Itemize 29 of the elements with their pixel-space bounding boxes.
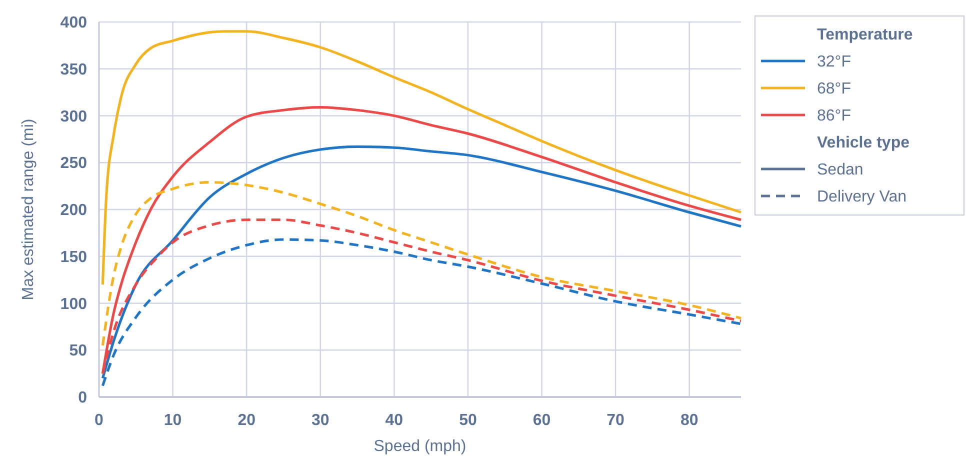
text: Vehicle type [817,134,910,152]
legend-title: Temperature [817,26,913,44]
y-tick-label: 200 [60,202,88,220]
x-axis-title: Speed (mph) [374,438,466,455]
legend-label: 68°F [817,80,852,98]
line-series [101,181,742,347]
x-tick-label: 40 [385,412,404,429]
legend-label: Delivery Van [817,188,907,206]
y-tick-label: 400 [60,14,88,32]
x-tick-label: 20 [238,412,256,429]
x-tick-label: 70 [606,412,625,429]
x-tick-label: 30 [311,412,330,429]
x-tick-label: 60 [532,412,551,429]
x-tick-label: 50 [459,412,477,429]
x-tick-label: 0 [94,412,104,429]
y-tick-label: 250 [60,155,88,172]
legend-label: 86°F [817,108,852,125]
y-tick-label: 350 [60,61,88,78]
y-tick-label: 100 [60,296,88,313]
y-tick-label: 150 [60,248,88,266]
legend-label: Sedan [817,162,864,179]
y-tick-label: 0 [78,390,88,407]
x-tick-label: 80 [680,412,698,429]
line-series [101,30,742,286]
x-tick-label: 10 [164,412,182,429]
y-tick-label: 300 [60,108,88,126]
y-axis-title: Max estimated range (mi) [20,118,37,300]
y-tick-label: 50 [69,342,88,360]
legend-label: 32°F [817,54,852,71]
